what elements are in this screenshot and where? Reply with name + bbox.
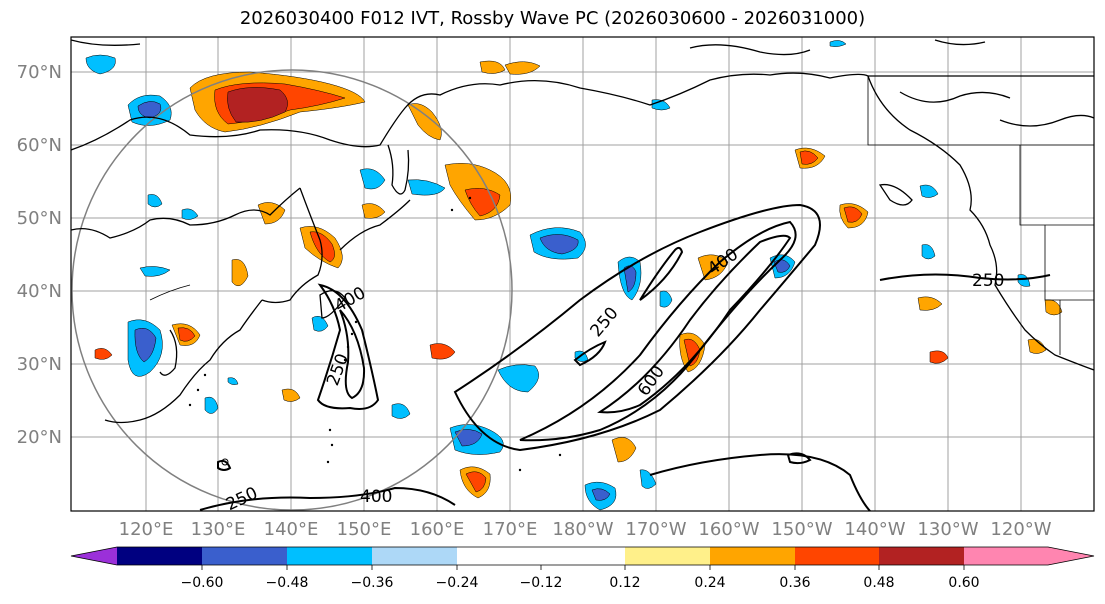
lat-label-50n: 50°N xyxy=(17,208,62,229)
colorbar-segment xyxy=(117,547,202,565)
lat-label-20n: 20°N xyxy=(17,427,62,448)
lat-label-70n: 70°N xyxy=(17,62,62,83)
colorbar-tick: 0.60 xyxy=(948,575,979,591)
map-title: 2026030400 F012 IVT, Rossby Wave PC (202… xyxy=(239,8,866,29)
colorbar-segment xyxy=(710,547,795,565)
colorbar-tick: −0.48 xyxy=(266,575,309,591)
colorbar-tick: −0.24 xyxy=(436,575,479,591)
colorbar-segment xyxy=(625,547,710,565)
colorbar-extend-high xyxy=(964,547,1094,565)
great-circle xyxy=(71,69,513,511)
map-frame xyxy=(70,36,1095,512)
lon-label-140e: 140°E xyxy=(264,519,319,540)
colorbar-tick: 0.36 xyxy=(779,575,810,591)
colorbar-segment xyxy=(541,547,625,565)
lon-label-130e: 130°E xyxy=(191,519,246,540)
colorbar-segment xyxy=(879,547,964,565)
borders xyxy=(149,76,1094,355)
colorbar: −0.60 −0.48 −0.36 −0.24 −0.12 0.12 0.24 … xyxy=(70,546,1095,591)
lon-label-120e: 120°E xyxy=(119,519,174,540)
colorbar-segment xyxy=(795,547,879,565)
colorbar-tick: 0.24 xyxy=(694,575,725,591)
lon-label-150e: 150°E xyxy=(337,519,392,540)
latitude-labels: 70°N 60°N 50°N 40°N 30°N 20°N xyxy=(17,62,62,448)
lon-label-180w: 180°W xyxy=(552,519,613,540)
rossby-contours xyxy=(199,203,1051,511)
contour-label-400-south: 400 xyxy=(360,487,392,507)
lon-label-170e: 170°E xyxy=(483,519,538,540)
colorbar-tick: −0.60 xyxy=(181,575,224,591)
colorbar-tick: 0.48 xyxy=(863,575,894,591)
lat-label-60n: 60°N xyxy=(17,135,62,156)
lon-label-160w: 160°W xyxy=(698,519,759,540)
colorbar-tick: −0.36 xyxy=(351,575,394,591)
colorbar-tick: 0.12 xyxy=(609,575,640,591)
lat-label-40n: 40°N xyxy=(17,281,62,302)
colorbar-tick: −0.12 xyxy=(520,575,563,591)
lat-label-30n: 30°N xyxy=(17,354,62,375)
colorbar-segment xyxy=(372,547,457,565)
lon-label-170w: 170°W xyxy=(625,519,686,540)
ivt-shading xyxy=(85,40,1063,511)
lon-label-120w: 120°W xyxy=(990,519,1051,540)
colorbar-segment xyxy=(202,547,287,565)
coastlines xyxy=(71,39,1094,424)
colorbar-extend-low xyxy=(71,547,117,565)
longitude-labels: 120°E 130°E 140°E 150°E 160°E 170°E 180°… xyxy=(119,519,1052,540)
lon-label-150w: 150°W xyxy=(771,519,832,540)
lon-label-130w: 130°W xyxy=(917,519,978,540)
colorbar-segment xyxy=(287,547,372,565)
colorbar-segment xyxy=(457,547,541,565)
lon-label-140w: 140°W xyxy=(844,519,905,540)
contour-label-250-east: 250 xyxy=(972,271,1004,291)
lon-label-160e: 160°E xyxy=(410,519,465,540)
